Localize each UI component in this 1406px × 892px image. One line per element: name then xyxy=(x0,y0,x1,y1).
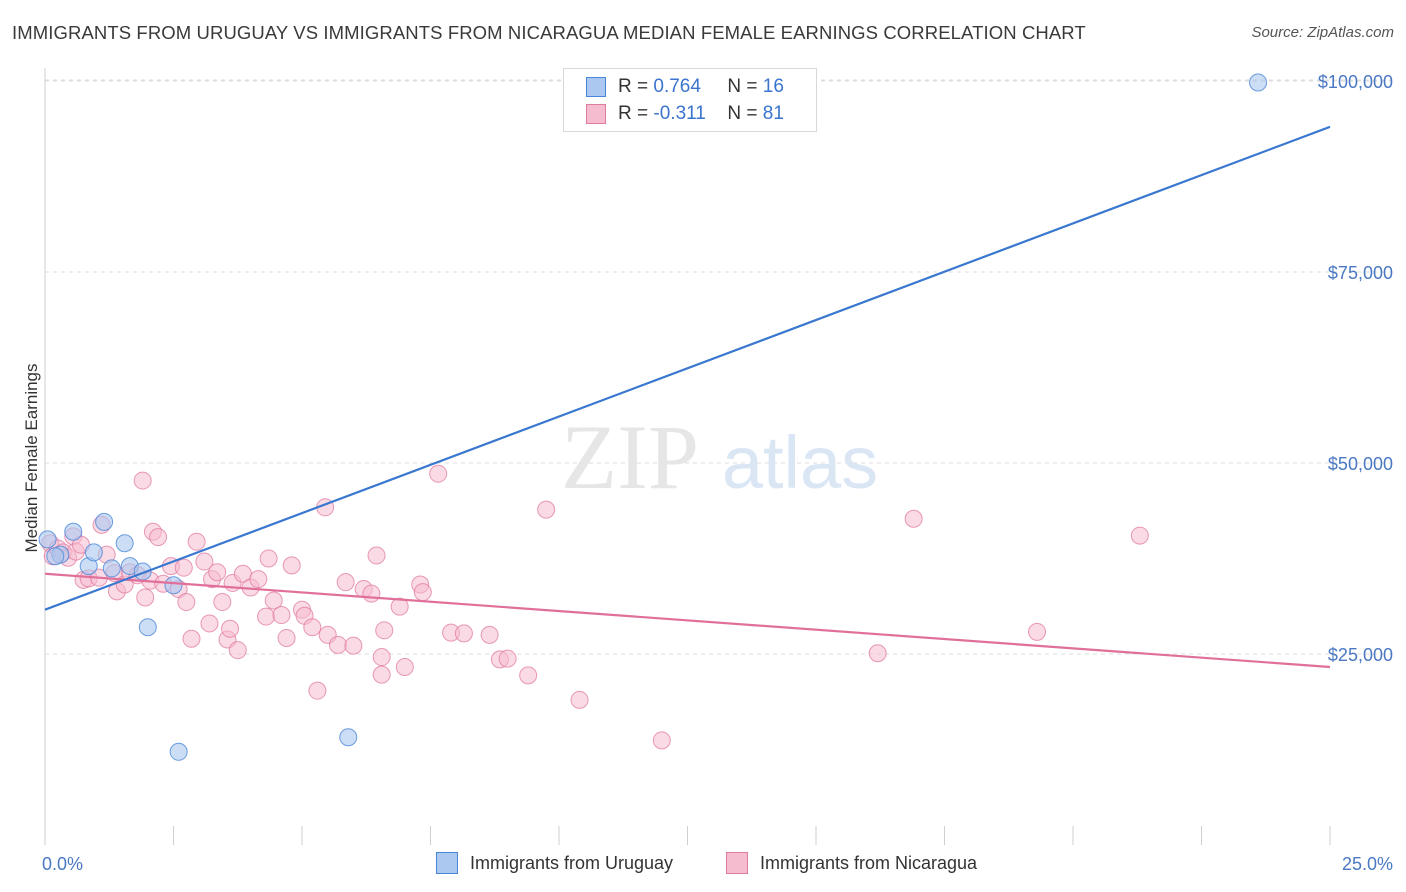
nicaragua-point xyxy=(264,591,283,610)
uruguay-point xyxy=(115,534,134,553)
uruguay-trend-line xyxy=(44,125,1331,611)
trend-lines xyxy=(44,125,1331,669)
nicaragua-swatch-icon xyxy=(726,852,748,874)
uruguay-point xyxy=(138,618,157,637)
nicaragua-swatch-icon xyxy=(586,104,606,124)
legend-r-value: 0.764 xyxy=(653,76,701,97)
legend-row-uruguay: R = 0.764 N = 16 xyxy=(586,75,784,99)
nicaragua-point xyxy=(498,649,517,668)
legend-n-value: 16 xyxy=(762,76,784,97)
nicaragua-point xyxy=(372,648,391,667)
uruguay-points xyxy=(38,73,1268,761)
nicaragua-point xyxy=(413,583,432,602)
nicaragua-point xyxy=(249,570,268,589)
x-tick-label: 25.0% xyxy=(1342,854,1393,874)
nicaragua-point xyxy=(367,546,386,565)
nicaragua-point xyxy=(454,624,473,643)
nicaragua-point xyxy=(362,584,381,603)
nicaragua-point xyxy=(259,549,278,568)
x-tick-labels: 0.0% 25.0% xyxy=(42,854,1393,874)
series-legend-uruguay: Immigrants from Uruguay xyxy=(436,852,673,874)
y-axis-label: Median Female Earnings xyxy=(22,364,41,553)
legend-n-label: N = xyxy=(727,76,758,97)
nicaragua-point xyxy=(372,665,391,684)
nicaragua-point xyxy=(257,607,276,626)
nicaragua-point xyxy=(328,635,347,654)
nicaragua-point xyxy=(200,614,219,633)
nicaragua-trend-line xyxy=(44,572,1331,669)
x-tick-label: 0.0% xyxy=(42,854,83,874)
series-name-uruguay: Immigrants from Uruguay xyxy=(470,852,674,873)
uruguay-swatch-icon xyxy=(586,77,606,97)
nicaragua-point xyxy=(336,573,355,592)
watermark-zip: ZIP xyxy=(561,406,699,508)
nicaragua-point xyxy=(174,558,193,577)
nicaragua-point xyxy=(537,500,556,519)
uruguay-point xyxy=(102,559,121,578)
uruguay-point xyxy=(84,543,103,562)
legend-r-value: -0.311 xyxy=(653,103,706,124)
axes xyxy=(44,68,1331,845)
y-tick-labels: $25,000 $50,000 $75,000 $100,000 xyxy=(1318,72,1393,665)
legend-n-value: 81 xyxy=(762,103,784,124)
legend-r-label: R = xyxy=(618,103,649,124)
nicaragua-point xyxy=(177,593,196,612)
nicaragua-point xyxy=(308,681,327,700)
uruguay-point xyxy=(339,728,358,747)
nicaragua-point xyxy=(1028,622,1047,641)
nicaragua-point xyxy=(390,597,409,616)
nicaragua-point xyxy=(221,619,240,638)
uruguay-point xyxy=(164,576,183,595)
nicaragua-point xyxy=(182,629,201,648)
nicaragua-point xyxy=(282,556,301,575)
uruguay-swatch-icon xyxy=(436,852,458,874)
nicaragua-point xyxy=(213,593,232,612)
nicaragua-point xyxy=(652,731,671,750)
legend-n-label: N = xyxy=(727,103,758,124)
uruguay-point xyxy=(38,530,57,549)
nicaragua-point xyxy=(187,532,206,551)
nicaragua-point xyxy=(277,628,296,647)
series-legend-nicaragua: Immigrants from Nicaragua xyxy=(726,852,977,874)
y-tick-label: $75,000 xyxy=(1328,263,1393,283)
stats-legend: R = 0.764 N = 16 R = -0.311 N = 81 xyxy=(563,68,817,132)
legend-r-label: R = xyxy=(618,76,649,97)
nicaragua-points xyxy=(41,464,1149,750)
legend-row-nicaragua: R = -0.311 N = 81 xyxy=(586,102,784,126)
nicaragua-point xyxy=(904,509,923,528)
y-tick-label: $25,000 xyxy=(1328,645,1393,665)
nicaragua-point xyxy=(344,636,363,655)
watermark-atlas: atlas xyxy=(722,421,878,504)
watermark: ZIP atlas xyxy=(561,406,878,508)
y-tick-label: $100,000 xyxy=(1318,72,1393,92)
nicaragua-point xyxy=(375,621,394,640)
nicaragua-point xyxy=(208,563,227,582)
nicaragua-point xyxy=(133,471,152,490)
nicaragua-point xyxy=(303,618,322,637)
nicaragua-point xyxy=(519,666,538,685)
nicaragua-point xyxy=(272,606,291,625)
uruguay-point xyxy=(1249,73,1268,92)
uruguay-point xyxy=(64,522,83,541)
chart-title: IMMIGRANTS FROM URUGUAY VS IMMIGRANTS FR… xyxy=(12,22,1086,43)
nicaragua-point xyxy=(395,657,414,676)
series-name-nicaragua: Immigrants from Nicaragua xyxy=(760,852,978,873)
uruguay-point xyxy=(169,742,188,761)
uruguay-point xyxy=(46,547,65,566)
source-label: Source: ZipAtlas.com xyxy=(1251,24,1394,41)
uruguay-point xyxy=(95,512,114,531)
nicaragua-point xyxy=(228,641,247,660)
nicaragua-point xyxy=(136,588,155,607)
y-tick-label: $50,000 xyxy=(1328,454,1393,474)
nicaragua-point xyxy=(1130,526,1149,545)
nicaragua-point xyxy=(429,464,448,483)
nicaragua-point xyxy=(570,690,589,709)
nicaragua-point xyxy=(480,625,499,644)
nicaragua-point xyxy=(149,528,168,547)
nicaragua-point xyxy=(868,644,887,663)
nicaragua-point xyxy=(195,552,214,571)
